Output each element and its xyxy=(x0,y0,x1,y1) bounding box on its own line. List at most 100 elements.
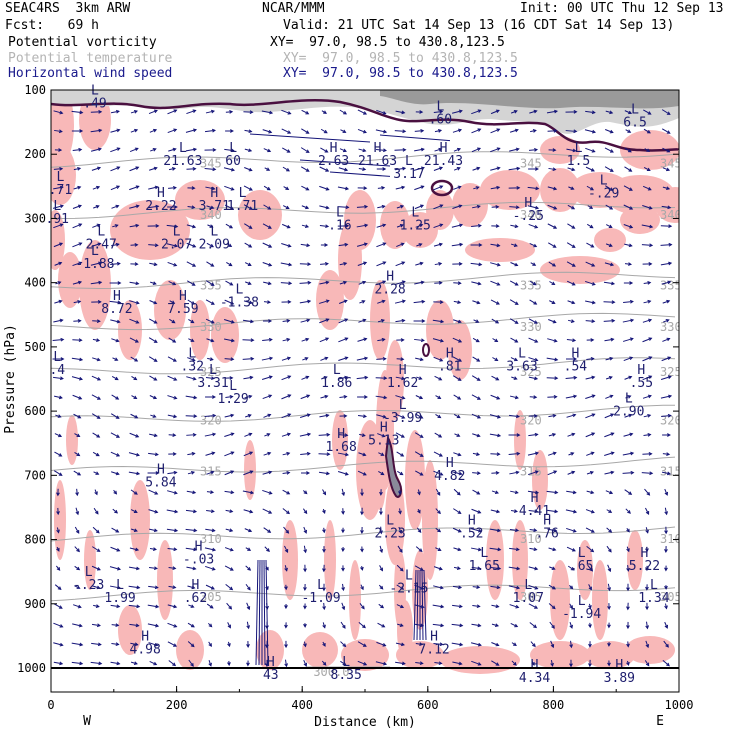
wind-vector xyxy=(168,585,177,590)
wind-vector xyxy=(204,547,217,552)
high-marker: H xyxy=(386,270,394,285)
hl-label: L3.63 xyxy=(506,347,537,375)
wind-vector xyxy=(167,375,178,381)
wind-vector xyxy=(567,470,576,475)
wind-vector xyxy=(74,546,80,553)
low-marker: L xyxy=(235,283,243,298)
wind-vector xyxy=(150,148,157,152)
wind-vector xyxy=(168,280,177,286)
wind-vector xyxy=(263,300,272,304)
wind-vector xyxy=(604,451,615,456)
wind-vector xyxy=(243,375,254,380)
wind-vector xyxy=(301,109,310,115)
wind-vector xyxy=(567,565,575,571)
high-marker: H xyxy=(380,421,388,436)
wind-vector xyxy=(414,280,425,285)
wind-vector xyxy=(604,147,614,153)
wind-vector xyxy=(56,546,60,552)
wind-vector xyxy=(282,205,290,210)
wind-vector xyxy=(168,566,177,570)
wind-vector xyxy=(453,508,462,514)
wind-vector xyxy=(263,451,272,456)
wind-vector-strong xyxy=(249,133,371,143)
wind-vector xyxy=(148,489,159,495)
wind-vector xyxy=(129,432,140,438)
wind-vector xyxy=(263,413,272,418)
wind-vector xyxy=(642,356,653,362)
wind-vector xyxy=(527,205,540,210)
wind-vector xyxy=(378,603,385,609)
x-tick-label: 200 xyxy=(166,698,188,712)
wind-vector xyxy=(54,148,63,152)
wind-vector xyxy=(303,526,308,534)
hl-label: L-2.15 xyxy=(389,568,428,596)
high-marker: H xyxy=(543,514,551,529)
wind-vector xyxy=(472,166,481,171)
theta-contour-label: 340 xyxy=(200,208,222,222)
wind-vector xyxy=(224,413,235,418)
wind-vector xyxy=(129,547,140,552)
wind-vector xyxy=(454,433,461,437)
hl-value: 4.34 xyxy=(519,671,550,686)
wind-vector xyxy=(379,565,383,572)
wind-vector xyxy=(71,661,84,666)
wind-vector xyxy=(129,166,140,172)
wind-vector xyxy=(641,471,654,476)
wind-vector xyxy=(205,376,216,381)
wind-vector xyxy=(244,129,253,134)
wind-vector xyxy=(337,224,350,228)
wind-vector xyxy=(261,375,273,380)
wind-vector xyxy=(261,110,274,115)
wind-vector xyxy=(453,394,462,400)
wind-vector xyxy=(626,602,630,611)
pv-shade-blob xyxy=(282,520,298,600)
wind-vector xyxy=(148,337,158,343)
wind-vector xyxy=(567,167,576,172)
wind-vector xyxy=(282,337,291,342)
wind-vector xyxy=(509,128,519,133)
wind-vector xyxy=(645,602,649,611)
wind-vector xyxy=(529,622,538,629)
low-marker: L xyxy=(179,141,187,156)
hl-value: 2.47 xyxy=(86,238,117,253)
wind-vector xyxy=(509,470,520,475)
wind-vector xyxy=(93,471,100,475)
wind-vector xyxy=(376,242,387,248)
wind-vector xyxy=(302,357,309,361)
wind-vector xyxy=(433,185,444,191)
wind-vector xyxy=(149,528,158,533)
wind-vector xyxy=(283,545,289,553)
wind-vector xyxy=(472,356,481,362)
high-marker: H xyxy=(446,347,454,362)
wind-vector xyxy=(53,470,63,476)
wind-vector xyxy=(244,148,253,153)
wind-vector xyxy=(357,660,368,666)
wind-vector xyxy=(642,394,652,399)
wind-vector xyxy=(528,337,539,343)
wind-vector xyxy=(586,490,595,495)
wind-vector xyxy=(110,451,121,457)
wind-vector xyxy=(510,110,518,114)
wind-vector xyxy=(565,394,578,399)
theta-contour xyxy=(51,357,676,377)
wind-vector xyxy=(246,660,250,667)
hl-value: 1.25 xyxy=(400,218,431,233)
wind-vector xyxy=(624,110,633,115)
hl-value: 3.71 xyxy=(199,199,230,214)
wind-vector xyxy=(378,471,385,476)
wind-vector xyxy=(661,356,672,362)
wind-vector xyxy=(321,110,328,114)
wind-vector xyxy=(53,376,64,381)
hl-label: L.16 xyxy=(328,205,351,233)
wind-vector xyxy=(264,433,271,437)
wind-vector xyxy=(662,659,670,667)
wind-vector xyxy=(415,223,424,228)
low-marker: L xyxy=(436,99,444,114)
wind-vector xyxy=(167,470,178,475)
wind-vector xyxy=(546,357,559,362)
wind-vector xyxy=(227,641,231,648)
wind-vector xyxy=(93,205,100,209)
wind-vector xyxy=(224,451,235,457)
wind-vector xyxy=(377,299,386,304)
